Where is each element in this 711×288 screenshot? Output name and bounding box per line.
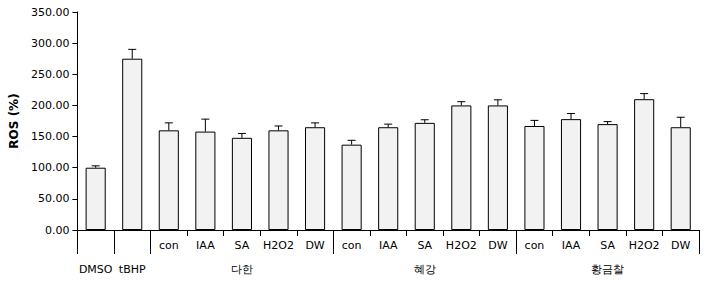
svg-text:50.00: 50.00 (38, 192, 70, 205)
svg-text:DW: DW (488, 239, 507, 252)
svg-text:H2O2: H2O2 (629, 239, 660, 252)
svg-text:300.00: 300.00 (31, 37, 70, 50)
svg-text:con: con (159, 239, 179, 252)
svg-text:con: con (525, 239, 545, 252)
svg-text:IAA: IAA (196, 239, 215, 252)
svg-text:con: con (342, 239, 362, 252)
svg-text:0.00: 0.00 (45, 224, 70, 237)
svg-text:다한: 다한 (231, 263, 253, 276)
svg-text:SA: SA (235, 239, 250, 252)
svg-text:DW: DW (671, 239, 690, 252)
svg-text:H2O2: H2O2 (446, 239, 477, 252)
svg-text:SA: SA (417, 239, 432, 252)
svg-text:IAA: IAA (562, 239, 581, 252)
svg-text:350.00: 350.00 (31, 6, 70, 19)
svg-text:200.00: 200.00 (31, 99, 70, 112)
svg-text:DMSO: DMSO (79, 263, 113, 276)
svg-text:250.00: 250.00 (31, 68, 70, 81)
svg-text:황금찰: 황금찰 (591, 263, 624, 276)
svg-text:IAA: IAA (379, 239, 398, 252)
svg-text:DW: DW (305, 239, 324, 252)
svg-text:tBHP: tBHP (119, 263, 146, 276)
svg-text:H2O2: H2O2 (263, 239, 294, 252)
svg-text:혜강: 혜강 (414, 263, 436, 276)
svg-text:SA: SA (600, 239, 615, 252)
svg-text:100.00: 100.00 (31, 161, 70, 174)
svg-text:ROS (%): ROS (%) (7, 93, 21, 148)
svg-text:150.00: 150.00 (31, 130, 70, 143)
